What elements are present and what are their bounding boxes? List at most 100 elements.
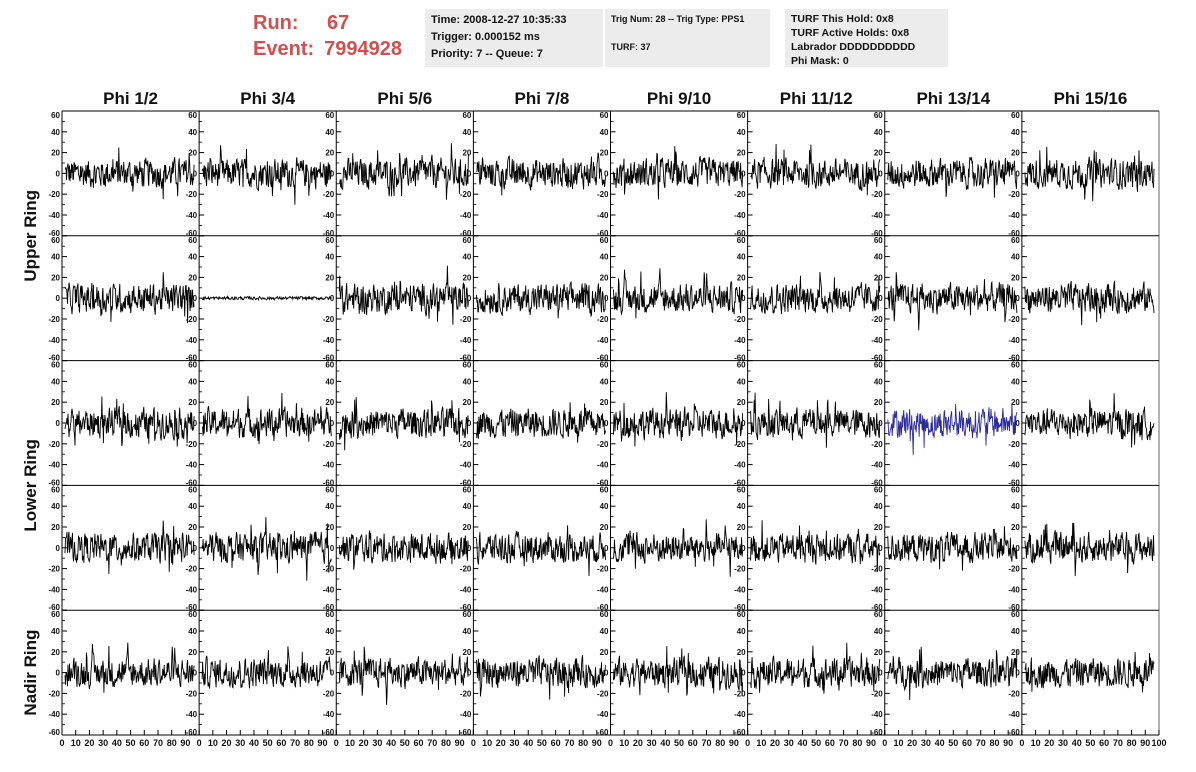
y-tick-label: 20: [462, 149, 471, 158]
waveform-trace: [64, 396, 195, 447]
x-tick-label: 50: [674, 738, 684, 748]
y-tick-label: -40: [871, 211, 883, 220]
waveform-trace: [338, 397, 469, 451]
column-header: Phi 13/14: [916, 89, 990, 108]
y-tick-label: 60: [462, 361, 471, 370]
y-tick-label: 20: [874, 273, 883, 282]
y-tick-label: 60: [462, 485, 471, 494]
y-tick-label: 40: [1011, 502, 1020, 511]
y-tick-label: 0: [193, 294, 198, 303]
x-tick-label: 70: [1113, 738, 1123, 748]
y-tick-label: 40: [188, 128, 197, 137]
y-tick-label: 40: [737, 253, 746, 262]
y-tick-label: 40: [51, 377, 60, 386]
y-tick-label: -40: [48, 211, 60, 220]
y-tick-label: -40: [186, 336, 198, 345]
y-tick-label: -20: [48, 565, 60, 574]
x-tick-label: 60: [688, 738, 698, 748]
x-tick-label: 40: [386, 738, 396, 748]
y-tick-label: 20: [462, 648, 471, 657]
y-tick-label: -20: [871, 689, 883, 698]
waveform-trace: [750, 271, 881, 315]
waveform-trace: [750, 392, 881, 448]
waveform-trace: [1024, 651, 1155, 693]
y-tick-label: 0: [741, 544, 746, 553]
y-tick-label: 60: [737, 485, 746, 494]
x-tick-label: 100: [1151, 738, 1166, 748]
waveform-trace: [475, 281, 606, 319]
waveform-trace: [887, 404, 1018, 455]
turf-active-text: TURF Active Holds: 0x8: [791, 27, 910, 39]
y-tick-label: -20: [186, 190, 198, 199]
x-tick-label: 10: [208, 738, 218, 748]
event-label: Event:: [253, 38, 315, 60]
x-tick-label: 90: [318, 738, 328, 748]
y-tick-label: 0: [193, 544, 198, 553]
column-header: Phi 9/10: [647, 89, 711, 108]
y-tick-label: -20: [323, 565, 335, 574]
x-tick-label: 50: [1085, 738, 1095, 748]
y-tick-label: 40: [325, 502, 334, 511]
y-tick-label: 0: [878, 294, 883, 303]
x-tick-label: 30: [510, 738, 520, 748]
run-event-block: Run: 67 Event: 7994928: [253, 10, 402, 62]
x-tick-label: 70: [153, 738, 163, 748]
y-tick-label: -60: [871, 354, 883, 363]
y-tick-label: 60: [462, 236, 471, 245]
y-tick-label: -40: [1008, 585, 1020, 594]
x-tick-label: 20: [1044, 738, 1054, 748]
y-tick-label: -60: [186, 229, 198, 238]
y-tick-label: 60: [51, 361, 60, 370]
y-tick-label: -20: [186, 440, 198, 449]
x-tick-label: 90: [455, 738, 465, 748]
y-tick-label: -20: [871, 190, 883, 199]
y-tick-label: -40: [871, 461, 883, 470]
y-tick-label: 0: [193, 669, 198, 678]
y-tick-label: -60: [1008, 728, 1020, 737]
y-tick-label: 20: [1011, 648, 1020, 657]
y-tick-label: -20: [871, 315, 883, 324]
y-tick-label: 0: [56, 544, 61, 553]
x-tick-label: 80: [167, 738, 177, 748]
x-tick-label: 20: [770, 738, 780, 748]
y-tick-label: 20: [51, 149, 60, 158]
y-tick-label: 60: [600, 111, 609, 120]
y-tick-label: 40: [874, 128, 883, 137]
y-tick-label: 0: [741, 294, 746, 303]
ring-label: Upper Ring: [21, 190, 40, 282]
waveform-trace: [1024, 280, 1155, 326]
y-tick-label: 0: [604, 544, 609, 553]
y-tick-label: 60: [462, 111, 471, 120]
column-header: Phi 1/2: [103, 89, 158, 108]
y-tick-label: 20: [600, 149, 609, 158]
y-tick-label: 20: [188, 523, 197, 532]
y-tick-label: 0: [878, 669, 883, 678]
waveform-trace: [1024, 393, 1155, 448]
y-tick-label: -40: [186, 585, 198, 594]
y-tick-label: 40: [737, 502, 746, 511]
labrador-text: Labrador DDDDDDDDDD: [791, 41, 916, 53]
waveform-trace: [887, 272, 1018, 331]
y-tick-label: -40: [48, 710, 60, 719]
y-tick-label: 60: [188, 485, 197, 494]
y-tick-label: 20: [1011, 149, 1020, 158]
x-tick-label: 80: [304, 738, 314, 748]
y-tick-label: 20: [325, 523, 334, 532]
y-tick-label: -40: [460, 211, 472, 220]
y-tick-label: 40: [462, 128, 471, 137]
y-tick-label: 20: [188, 149, 197, 158]
y-tick-label: 40: [51, 502, 60, 511]
y-tick-label: 40: [1011, 377, 1020, 386]
y-tick-label: -20: [597, 440, 609, 449]
turf-hold-text: TURF This Hold: 0x8: [791, 13, 894, 25]
y-tick-label: -60: [871, 728, 883, 737]
turf-text: TURF: 37: [611, 42, 651, 52]
y-tick-label: -60: [460, 354, 472, 363]
y-tick-label: 60: [874, 361, 883, 370]
priority-text: Priority: 7 -- Queue: 7: [431, 48, 543, 60]
y-tick-label: 20: [737, 398, 746, 407]
y-tick-label: 20: [737, 648, 746, 657]
y-tick-label: -40: [48, 461, 60, 470]
y-tick-label: -20: [186, 565, 198, 574]
y-tick-label: 0: [467, 419, 472, 428]
